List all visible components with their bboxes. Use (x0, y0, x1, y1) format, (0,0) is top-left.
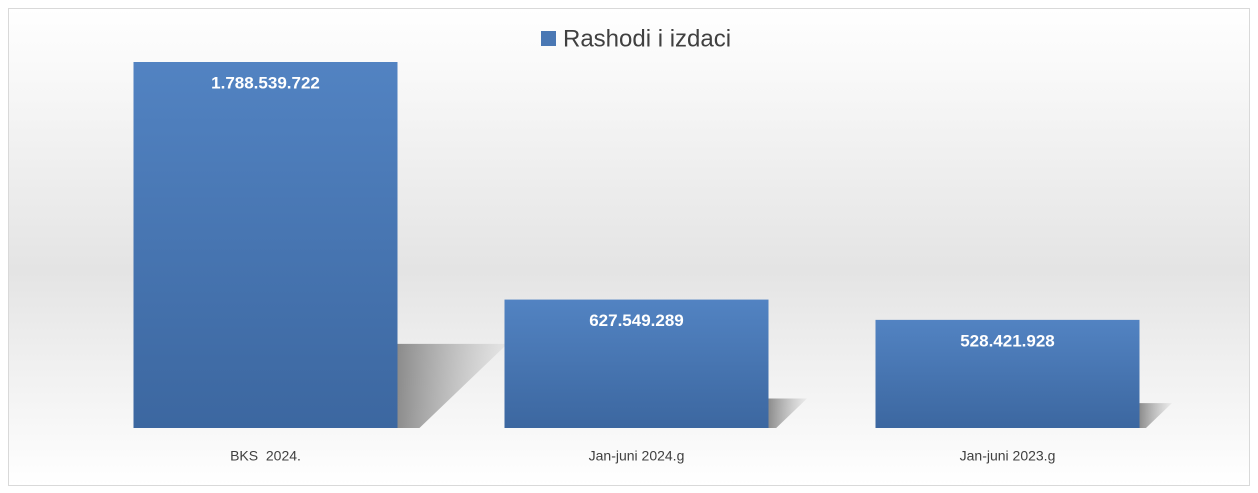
x-tick-label: BKS 2024. (230, 448, 301, 464)
data-label: 528.421.928 (960, 331, 1055, 350)
legend-label: Rashodi i izdaci (563, 25, 731, 52)
bar-shadow (1139, 403, 1172, 428)
data-label: 1.788.539.722 (211, 73, 320, 92)
bar (133, 62, 398, 428)
bar (504, 299, 769, 428)
legend-swatch (541, 31, 556, 46)
x-tick-label: Jan-juni 2023.g (960, 448, 1056, 464)
bar (875, 319, 1140, 428)
bar-shadow (768, 398, 808, 428)
data-label: 627.549.289 (589, 311, 684, 330)
x-tick-label: Jan-juni 2024.g (589, 448, 685, 464)
bar-shadow (397, 343, 508, 428)
